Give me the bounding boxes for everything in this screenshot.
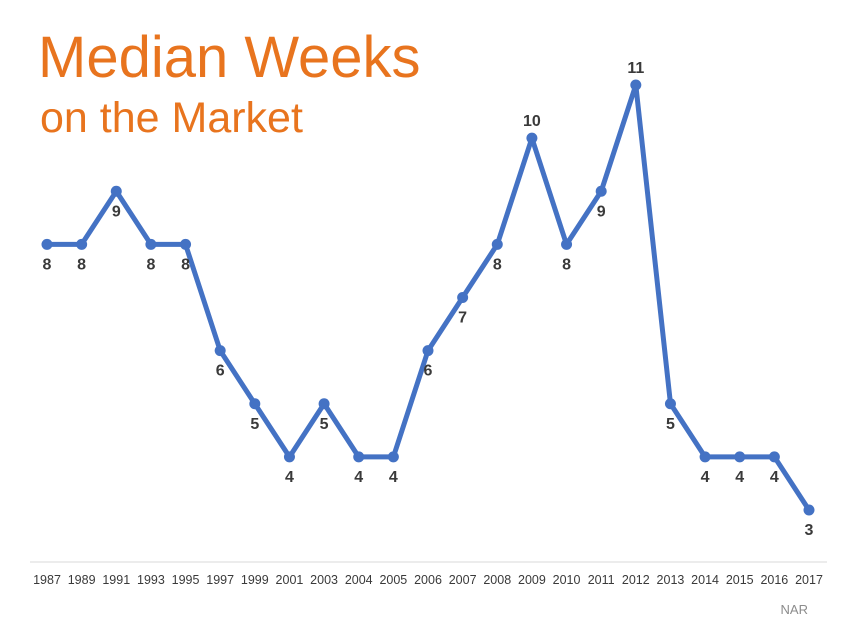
data-label: 5 (250, 416, 259, 433)
chart-title: Median Weeks (38, 25, 421, 90)
data-label: 9 (597, 203, 606, 220)
x-tick-label: 2008 (483, 573, 511, 587)
data-point (353, 451, 365, 463)
x-tick-label: 2009 (518, 573, 546, 587)
data-label: 5 (320, 416, 329, 433)
data-point (387, 451, 399, 463)
data-point (561, 238, 573, 250)
data-point (283, 451, 295, 463)
x-tick-label: 1993 (137, 573, 165, 587)
data-point (664, 398, 676, 410)
x-tick-label: 2010 (553, 573, 581, 587)
x-tick-label: 2004 (345, 573, 373, 587)
data-label: 4 (770, 469, 779, 486)
x-tick-label: 2014 (691, 573, 719, 587)
x-tick-label: 2016 (760, 573, 788, 587)
x-tick-label: 2007 (449, 573, 477, 587)
source-label: NAR (780, 602, 808, 617)
x-tick-label: 2006 (414, 573, 442, 587)
data-point (180, 238, 192, 250)
data-label: 3 (805, 522, 814, 539)
data-label: 10 (523, 113, 541, 130)
data-point (768, 451, 780, 463)
x-tick-label: 2005 (379, 573, 407, 587)
data-label: 11 (627, 60, 644, 77)
data-label: 6 (424, 363, 433, 380)
data-label: 8 (146, 256, 155, 273)
data-point (145, 238, 157, 250)
data-point (699, 451, 711, 463)
x-tick-label: 1991 (102, 573, 130, 587)
x-tick-label: 2015 (726, 573, 754, 587)
x-tick-label: 2017 (795, 573, 823, 587)
data-point (630, 79, 642, 91)
x-tick-label: 1987 (33, 573, 61, 587)
data-label: 7 (458, 310, 467, 327)
data-point (595, 185, 607, 197)
x-tick-label: 1989 (68, 573, 96, 587)
x-tick-label: 1995 (172, 573, 200, 587)
chart-subtitle: on the Market (40, 94, 303, 142)
data-label: 8 (562, 256, 571, 273)
data-label: 5 (666, 416, 675, 433)
data-point (734, 451, 746, 463)
data-point (110, 185, 122, 197)
x-tick-label: 2012 (622, 573, 650, 587)
data-point (318, 398, 330, 410)
data-label: 9 (112, 203, 121, 220)
data-point (214, 345, 226, 357)
data-label: 8 (181, 256, 190, 273)
data-point (457, 292, 469, 303)
x-tick-label: 2011 (588, 573, 615, 587)
x-tick-label: 2003 (310, 573, 338, 587)
data-label: 8 (43, 256, 52, 273)
data-label: 4 (701, 469, 710, 486)
data-label: 4 (389, 469, 398, 486)
x-tick-label: 1997 (206, 573, 234, 587)
data-point (76, 238, 88, 250)
x-tick-label: 1999 (241, 573, 269, 587)
data-point (41, 238, 53, 250)
data-label: 4 (735, 469, 744, 486)
data-label: 4 (285, 469, 294, 486)
data-point (491, 238, 503, 250)
data-point (803, 504, 815, 516)
data-label: 4 (354, 469, 363, 486)
data-label: 8 (493, 256, 502, 273)
data-point (526, 132, 538, 144)
x-tick-label: 2001 (276, 573, 304, 587)
data-label: 6 (216, 363, 225, 380)
series-line (44, 82, 812, 513)
data-point (249, 398, 261, 410)
data-label: 8 (77, 256, 86, 273)
x-tick-label: 2013 (657, 573, 685, 587)
data-point (422, 345, 434, 357)
